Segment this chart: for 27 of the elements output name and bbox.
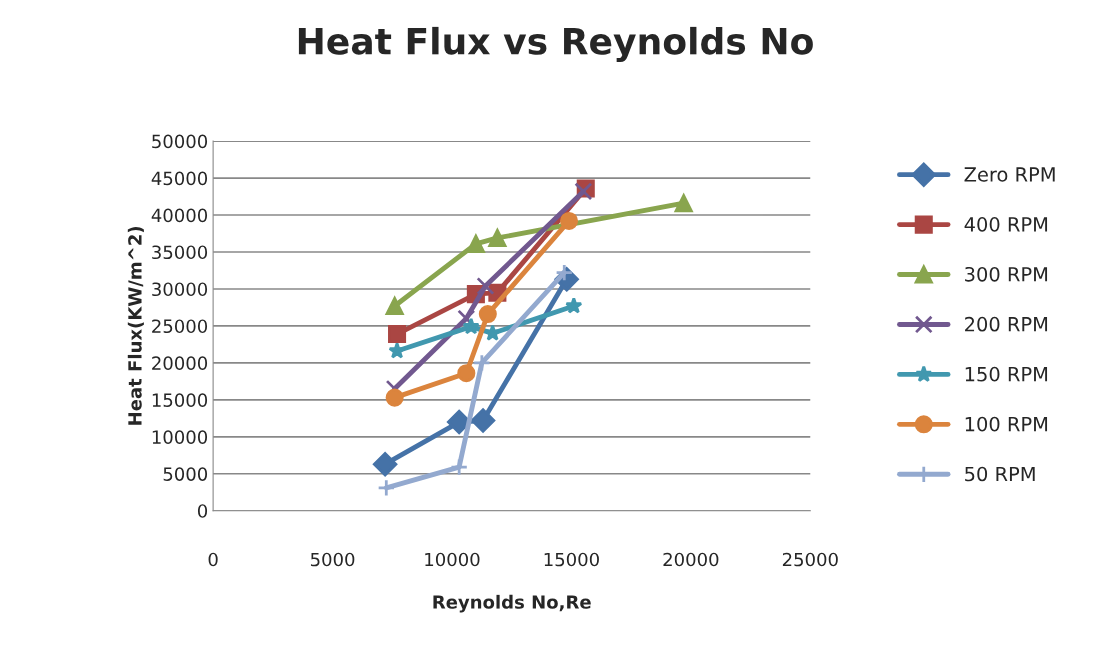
legend-label: 400 RPM [964,216,1048,232]
y-axis-title: Heat Flux(KW/m^2) [127,226,144,425]
y-tick-label: 35000 [152,245,208,260]
y-tick-label: 30000 [152,282,208,297]
x-tick-label: 0 [208,552,218,567]
legend-label: 200 RPM [965,316,1048,332]
y-tick-label: 50000 [152,134,208,149]
legend-label: Zero RPM [964,167,1055,182]
legend-label: 150 RPM [965,366,1048,382]
chart-title: Heat Flux vs Reynolds No [298,26,813,63]
y-tick-label: 40000 [151,208,208,223]
x-tick-label: 20000 [663,552,719,567]
legend-label: 100 RPM [965,416,1048,432]
y-tick-label: 15000 [152,393,208,407]
y-tick-label: 5000 [163,467,208,481]
y-tick-label: 45000 [151,171,208,186]
y-tick-label: 0 [197,504,208,518]
x-tick-label: 15000 [544,552,599,567]
x-axis-title: Reynolds No,Re [433,594,591,613]
y-tick-label: 25000 [152,319,208,334]
x-tick-label: 25000 [782,552,838,567]
y-tick-label: 10000 [152,430,208,444]
x-tick-label: 5000 [310,552,355,567]
y-tick-label: 20000 [152,356,208,370]
legend-label: 300 RPM [965,266,1048,282]
x-tick-label: 10000 [425,552,480,567]
legend-label: 50 RPM [965,466,1035,482]
